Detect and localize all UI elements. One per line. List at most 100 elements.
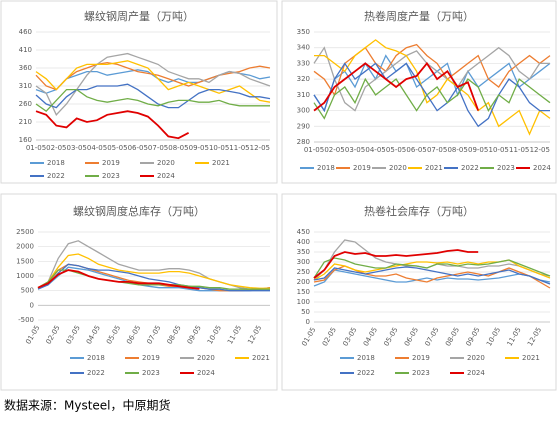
x-tick-label: 11-05: [229, 144, 249, 152]
y-tick-label: 350: [297, 248, 310, 256]
chart-title: 螺纹钢周产量（万吨）: [84, 9, 194, 23]
legend-label: 2020: [467, 354, 485, 362]
series-line: [313, 54, 551, 113]
legend-label: 2022: [47, 172, 65, 180]
legend-label: 2022: [87, 369, 105, 377]
panel-frame: [281, 0, 557, 184]
x-tick-label: 05-05: [386, 146, 406, 154]
chart-title: 热卷社会库存（万吨）: [364, 204, 474, 218]
y-tick-label: 0: [30, 301, 34, 309]
x-tick-label: 02-05: [45, 324, 62, 346]
x-tick-label: 06-05: [403, 326, 420, 348]
series-line: [313, 266, 551, 285]
legend-label: 2018: [87, 354, 105, 362]
x-tick-label: 10-05: [485, 326, 502, 348]
x-tick-label: 11-05: [226, 324, 243, 346]
series-line: [35, 52, 271, 116]
y-tick-label: 460: [19, 28, 32, 36]
y-tick-label: 200: [297, 278, 310, 286]
legend-label: 2024: [533, 164, 551, 172]
x-tick-label: 09-05: [468, 146, 488, 154]
y-tick-label: -500: [18, 316, 34, 324]
series-line: [313, 43, 551, 97]
panel-frame: [0, 0, 278, 184]
x-tick-label: 01-05: [300, 326, 317, 348]
x-tick-label: 05-05: [382, 326, 399, 348]
x-tick-label: 03-05: [345, 146, 365, 154]
y-tick-label: 50: [301, 308, 310, 316]
x-tick-label: 04-05: [362, 326, 379, 348]
x-tick-label: 12-05: [526, 326, 543, 348]
legend-label: 2019: [353, 164, 371, 172]
legend-label: 2021: [522, 354, 540, 362]
legend-label: 2021: [252, 354, 270, 362]
series-line: [313, 62, 550, 128]
y-tick-label: 410: [19, 46, 32, 54]
legend-label: 2019: [412, 354, 430, 362]
series-line: [35, 110, 190, 140]
legend-label: 2020: [197, 354, 215, 362]
y-tick-label: 330: [297, 59, 310, 67]
legend-label: 2023: [142, 369, 160, 377]
y-tick-label: 350: [297, 28, 310, 36]
x-tick-label: 10-05: [209, 144, 229, 152]
x-tick-label: 06-05: [406, 146, 426, 154]
y-tick-label: 150: [297, 288, 310, 296]
y-tick-label: 0: [306, 318, 310, 326]
series-line: [313, 249, 479, 279]
series-line: [35, 83, 271, 109]
series-line: [313, 257, 551, 279]
series-line: [313, 46, 550, 112]
series-line: [35, 88, 270, 113]
x-tick-label: 09-05: [465, 326, 482, 348]
chart-title: 螺纹钢周度总库存（万吨）: [73, 204, 205, 218]
legend-label: 2019: [142, 354, 160, 362]
y-tick-label: 340: [297, 44, 310, 52]
x-tick-label: 06-05: [125, 324, 142, 346]
y-tick-label: 250: [297, 268, 310, 276]
y-tick-label: 210: [19, 118, 32, 126]
x-tick-label: 08-05: [166, 324, 183, 346]
y-tick-label: 100: [297, 298, 310, 306]
y-tick-label: 500: [21, 287, 34, 295]
series-line: [314, 39, 551, 136]
x-tick-label: 03-05: [341, 326, 358, 348]
y-tick-label: 310: [297, 91, 310, 99]
series-line: [313, 239, 551, 281]
y-tick-label: 280: [297, 138, 310, 146]
y-tick-label: 2000: [16, 243, 34, 251]
legend-label: 2018: [47, 159, 65, 167]
legend-label: 2024: [467, 369, 485, 377]
x-tick-label: 09-05: [189, 144, 209, 152]
x-tick-label: 08-05: [168, 144, 188, 152]
x-tick-label: 07-05: [423, 326, 440, 348]
series-line: [35, 60, 271, 103]
y-tick-label: 320: [297, 75, 310, 83]
series-line: [313, 61, 480, 112]
legend-label: 2024: [197, 369, 215, 377]
x-tick-label: 01-05: [26, 144, 46, 152]
y-tick-label: 300: [297, 258, 310, 266]
x-tick-label: 04-05: [85, 324, 102, 346]
y-tick-label: 290: [297, 122, 310, 130]
y-tick-label: 310: [19, 82, 32, 90]
x-tick-label: 07-05: [148, 144, 168, 152]
series-line: [35, 61, 271, 91]
y-tick-label: 160: [19, 136, 32, 144]
x-tick-label: 01-05: [304, 146, 324, 154]
x-tick-label: 11-05: [506, 326, 523, 348]
x-tick-label: 08-05: [447, 146, 467, 154]
x-tick-label: 11-05: [509, 146, 529, 154]
x-tick-label: 10-05: [206, 324, 223, 346]
y-tick-label: 2500: [16, 228, 34, 236]
x-tick-label: 07-05: [427, 146, 447, 154]
x-tick-label: 12-05: [246, 324, 263, 346]
x-tick-label: 04-05: [365, 146, 385, 154]
series-line: [37, 253, 270, 289]
x-tick-label: 07-05: [145, 324, 162, 346]
x-tick-label: 08-05: [444, 326, 461, 348]
series-line: [313, 269, 551, 287]
legend-label: 2020: [389, 164, 407, 172]
x-tick-label: 12-05: [250, 144, 270, 152]
